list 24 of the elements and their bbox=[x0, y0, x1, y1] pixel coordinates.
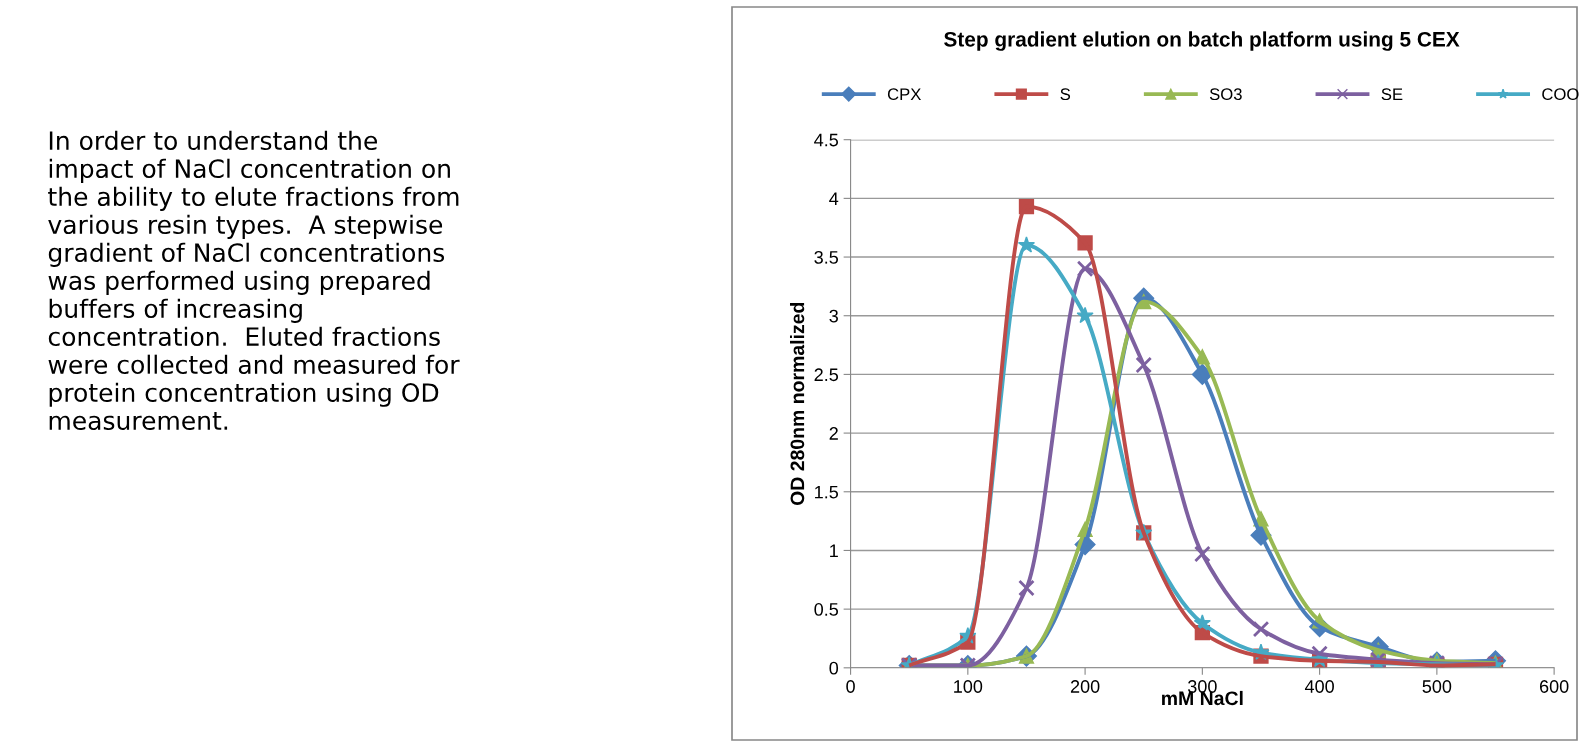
text: In order to understand the impact of NaCl concentration on the ability to elute fractions from various resin types. A stepwise gradient of NaCl concentrations was performed using prepared buffers of increasing concentration. Eluted fractions were collected and measured for protein concentration using OD measurement. bbox=[48, 130, 460, 431]
y-tick-label: 1.5 bbox=[815, 485, 839, 499]
y-tick-label: 2.5 bbox=[814, 368, 839, 382]
y-tick-label: 2 bbox=[829, 427, 838, 440]
y-tick-label: 1 bbox=[830, 544, 838, 557]
legend-label: S bbox=[1060, 88, 1071, 101]
y-tick-label: 0 bbox=[829, 661, 839, 675]
x-tick-label: 600 bbox=[1539, 680, 1569, 693]
x-tick-label: 0 bbox=[846, 680, 855, 693]
y-tick-label: 3.5 bbox=[814, 250, 839, 264]
y-tick-label: 4.5 bbox=[814, 133, 839, 147]
legend-label: SE bbox=[1381, 88, 1403, 101]
x-tick-label: 500 bbox=[1422, 680, 1452, 693]
chart-title: Step gradient elution on batch platform using 5 CEX bbox=[944, 31, 1460, 51]
y-tick-label: 3 bbox=[829, 309, 838, 323]
x-tick-label: 100 bbox=[954, 680, 983, 693]
y-tick-label: 0.5 bbox=[814, 603, 839, 616]
x-tick-label: 400 bbox=[1304, 680, 1334, 693]
y-axis-title: OD 280nm normalized bbox=[789, 302, 805, 506]
legend-label: COO bbox=[1542, 88, 1579, 101]
legend-label: CPX bbox=[887, 88, 922, 101]
y-tick-label: 4 bbox=[829, 192, 839, 205]
legend-label: SO3 bbox=[1209, 88, 1242, 101]
x-tick-label: 200 bbox=[1070, 680, 1100, 693]
